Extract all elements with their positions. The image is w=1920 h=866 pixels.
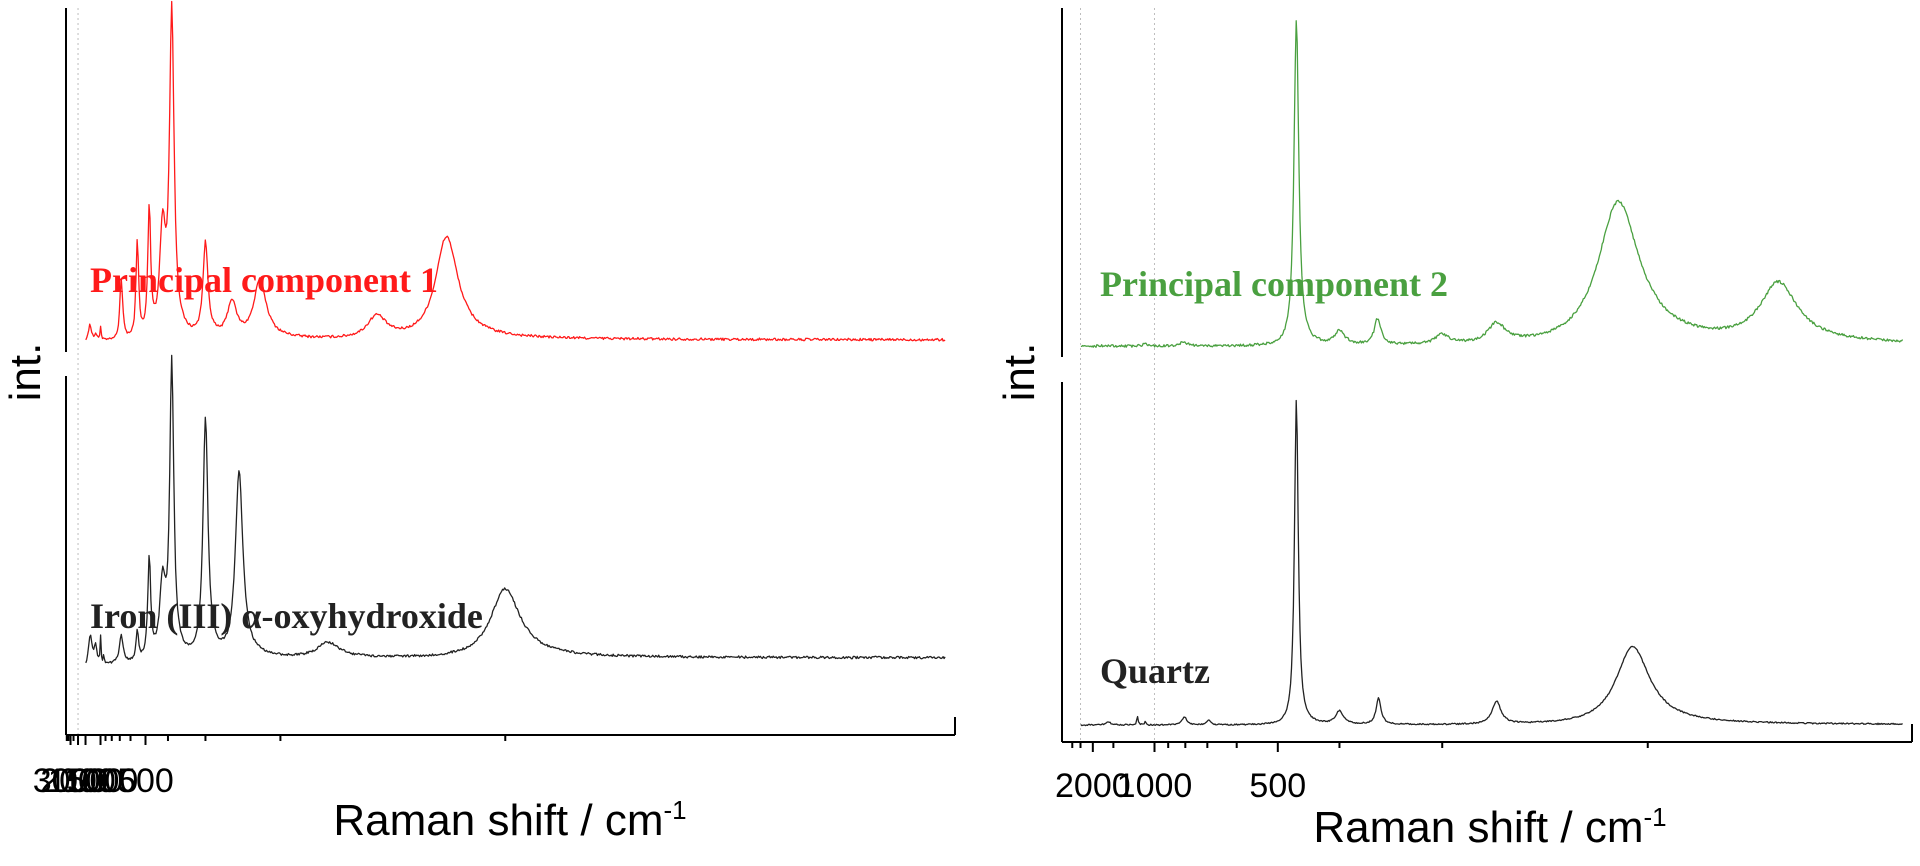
tick-label: 2000 <box>40 762 116 800</box>
series-label-2: Quartz <box>1100 651 1210 691</box>
x-axis-title: Raman shift / cm-1 <box>1313 802 1666 852</box>
tick-label: 3000 <box>33 762 109 800</box>
tick-label: 2000 <box>1055 767 1131 805</box>
series-line-2 <box>85 354 946 664</box>
series-line-1 <box>85 0 946 342</box>
series-label-1: Principal component 1 <box>90 260 438 300</box>
x-axis-title-superscript: -1 <box>1643 802 1666 832</box>
tick-label: 1500 <box>48 762 124 800</box>
y-axis-title: int. <box>995 343 1044 402</box>
series-line-2 <box>1080 399 1903 727</box>
x-axis-title-superscript: -1 <box>663 795 686 825</box>
tick-label: 500 <box>1249 767 1306 805</box>
tick-label: 1000 <box>1117 767 1193 805</box>
y-axis-title: int. <box>1 343 50 402</box>
series-label-1: Principal component 2 <box>1100 264 1448 304</box>
series-label-2: Iron (III) α-oxyhydroxide <box>90 596 483 636</box>
tick-label: 500 <box>117 762 174 800</box>
series-line-1 <box>1080 20 1904 348</box>
x-axis-title: Raman shift / cm-1 <box>333 795 686 845</box>
tick-label: 1000 <box>63 762 139 800</box>
